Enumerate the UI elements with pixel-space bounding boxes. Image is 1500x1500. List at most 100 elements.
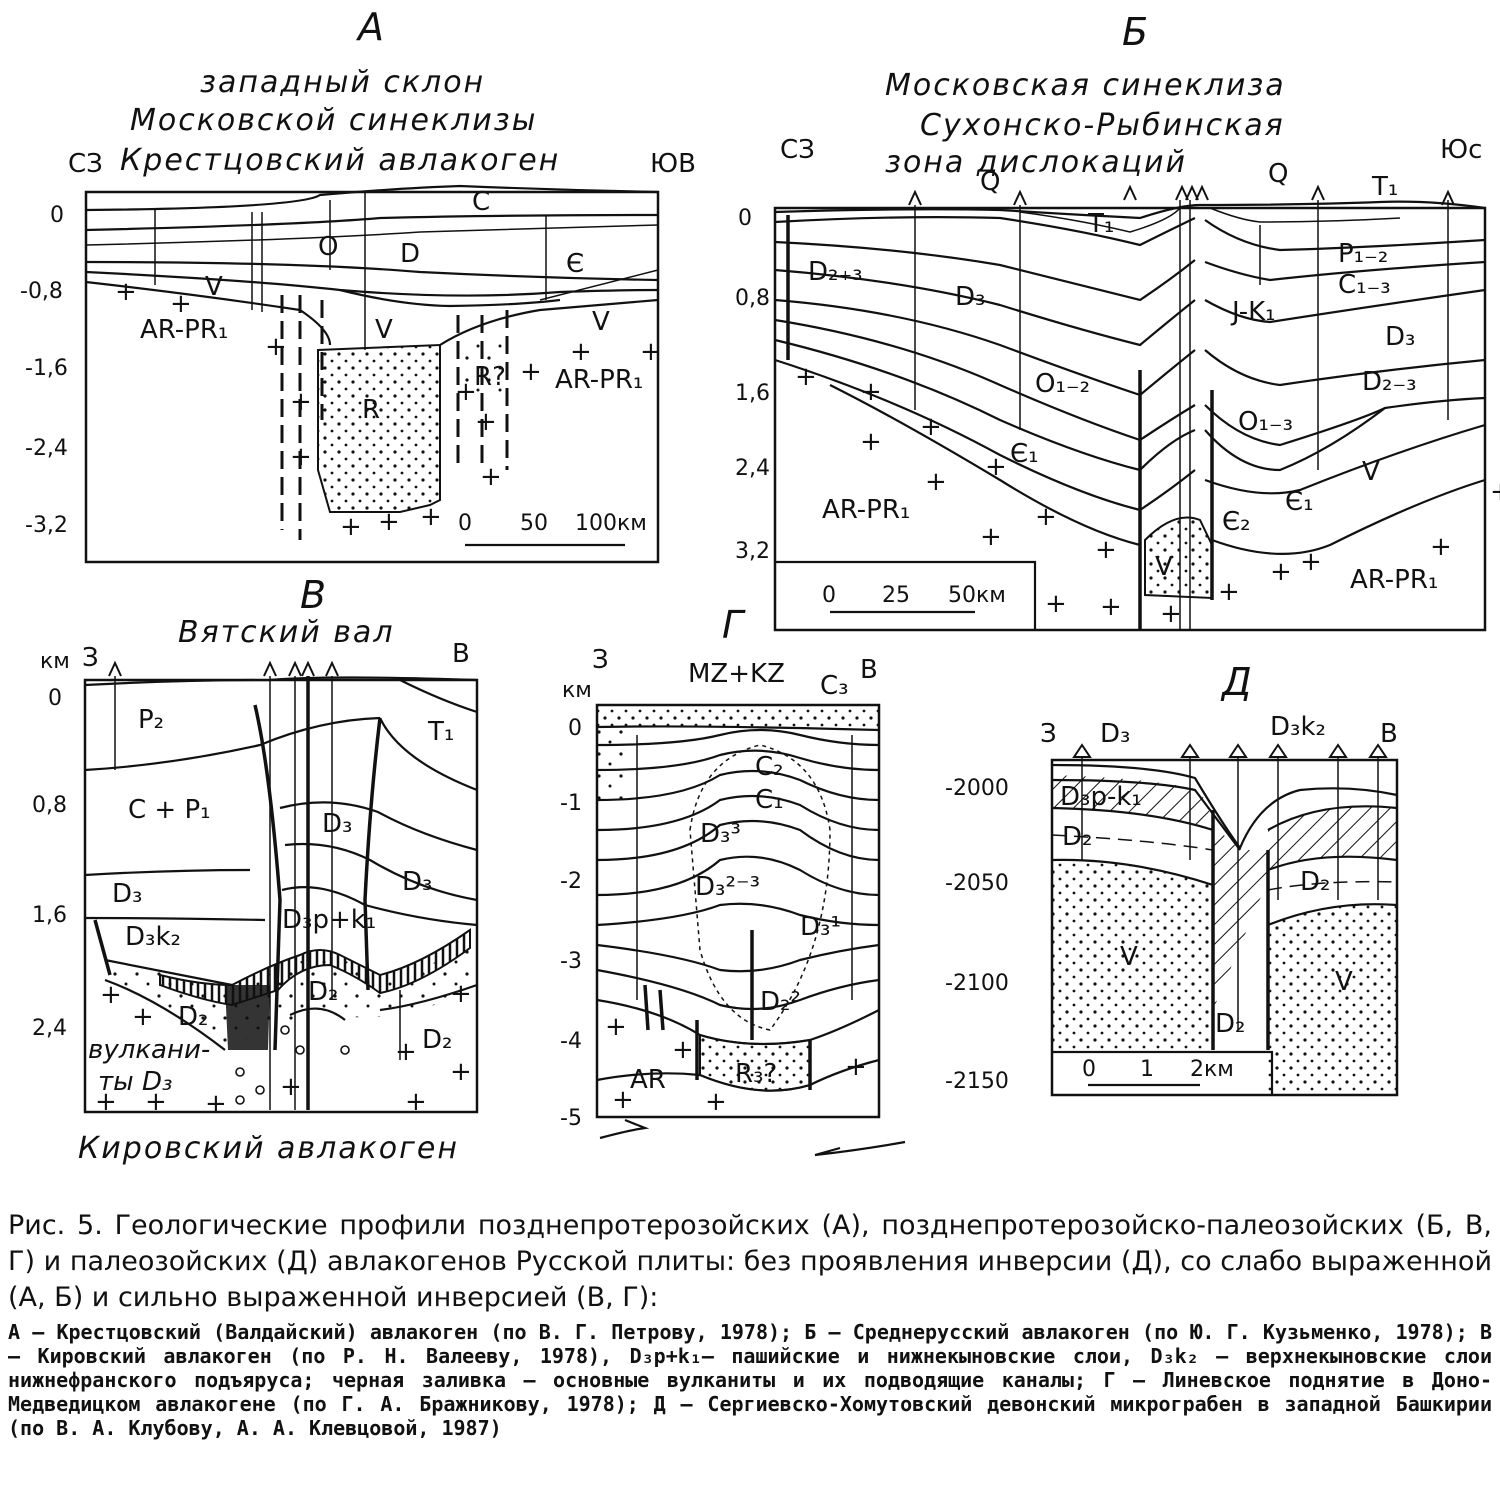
panel-d-label-d3: D₃ — [1100, 719, 1130, 749]
panel-v-label-d3pk1: D₃p+k₁ — [282, 905, 376, 935]
panel-g-mzkz-fill — [597, 705, 879, 727]
panel-g: Г км З В 0 -1 -2 -3 -4 -5 — [560, 603, 906, 1157]
panel-g-label-c2: C₂ — [755, 752, 784, 782]
svg-text:+: + — [405, 1087, 427, 1117]
svg-text:+: + — [1160, 599, 1182, 629]
panel-d-scale-0: 0 — [1082, 1057, 1096, 1082]
panel-b-frame — [773, 206, 1487, 632]
panel-a-scale-50: 50 — [520, 511, 548, 536]
panel-a-title-2: Московской синеклизы — [130, 103, 537, 138]
panel-a-label-r: R — [362, 395, 380, 425]
panel-g-depth-axis: 0 -1 -2 -3 -4 -5 — [560, 716, 582, 1131]
panel-a-title-1: западный склон — [200, 65, 485, 100]
panel-b-title-2: Сухонско-Рыбинская — [920, 108, 1285, 143]
panel-a-tick-3: -2,4 — [25, 436, 68, 461]
panel-b-label-v-right: V — [1362, 457, 1380, 487]
panel-v-label-d2-center: D₂ — [308, 977, 338, 1007]
panel-b-line-5r — [1204, 396, 1486, 447]
svg-text:+: + — [280, 1072, 302, 1102]
panel-a-o-base — [85, 260, 659, 282]
panel-v-d3k2-base — [104, 958, 233, 987]
panel-b-t1-base — [1019, 207, 1181, 233]
panel-a-letter: А — [355, 5, 384, 49]
panel-b-tick-1: 0,8 — [735, 286, 770, 311]
panel-b-label-p12: P₁₋₂ — [1338, 239, 1388, 269]
svg-text:+: + — [420, 502, 442, 532]
panel-v-tick-1: 0,8 — [32, 793, 67, 818]
panel-v-d3-base — [84, 916, 266, 922]
panel-d-tick-0: -2000 — [945, 776, 1009, 801]
svg-text:+: + — [612, 1085, 634, 1115]
panel-a-label-cambrian: Є — [566, 249, 584, 279]
panel-a-faults — [154, 192, 547, 540]
panel-g-label-mzkz: MZ+KZ — [688, 659, 785, 689]
panel-a-c-base — [85, 213, 659, 232]
panel-v-p2-base-r — [379, 717, 478, 792]
panel-d-v-left-dotted — [1052, 860, 1213, 1050]
panel-a-label-arpr-left: AR-PR₁ — [140, 315, 228, 345]
panel-d-right-direction: В — [1380, 719, 1398, 749]
panel-a-label-v-mid: V — [375, 315, 393, 345]
panel-b-line-1 — [774, 216, 1196, 247]
panel-v-label-d2-right: D₂ — [422, 1025, 452, 1055]
panel-d-hatch-graben — [1213, 825, 1268, 1010]
panel-b-line-3r — [1204, 288, 1486, 324]
svg-text:+: + — [860, 377, 882, 407]
panel-a-r-body — [317, 343, 441, 513]
panel-d: Д З В -2000 -2050 -2100 -2150 — [945, 660, 1399, 1097]
panel-v-d3-mid — [284, 842, 478, 902]
svg-text:+: + — [480, 462, 502, 492]
panel-d-hatch-right — [1268, 806, 1397, 870]
panel-a-label-c: C — [472, 187, 490, 217]
panel-b-basement-r — [1211, 478, 1486, 555]
panel-b-label-e1-left: Є₁ — [1010, 439, 1039, 469]
panel-g-unit: км — [562, 678, 592, 703]
panel-a-basement-crosses: + ++ +++ + ++ +++ + + — [115, 277, 662, 542]
panel-v-unit: км — [40, 649, 70, 674]
svg-text:+: + — [145, 1087, 167, 1117]
svg-text:+: + — [1045, 589, 1067, 619]
svg-text:+: + — [455, 377, 477, 407]
panel-d-tick-1: -2050 — [945, 871, 1009, 896]
panel-b-tick-2: 1,6 — [735, 381, 770, 406]
panel-g-tick-3: -3 — [560, 949, 582, 974]
svg-text:+: + — [705, 1087, 727, 1117]
panel-b-tick-0: 0 — [738, 206, 752, 231]
panel-v-cp1-base — [84, 868, 251, 877]
panel-v-tick-3: 2,4 — [32, 1016, 67, 1041]
svg-text:+: + — [1100, 592, 1122, 622]
panel-b-line-5 — [774, 318, 1196, 442]
svg-text:+: + — [980, 522, 1002, 552]
svg-text:+: + — [450, 1057, 472, 1087]
figure-canvas: А западный склон Московской синеклизы Кр… — [20, 5, 1500, 1166]
caption-main: Рис. 5. Геологические профили позднепрот… — [8, 1210, 1492, 1313]
panel-g-label-d31: D₃¹ — [800, 912, 841, 942]
panel-d-v-right-dotted — [1268, 904, 1397, 1095]
panel-b-label-v-body: V — [1155, 552, 1173, 582]
panel-a-scale-bar: 0 50 100км — [458, 511, 647, 547]
panel-v-letter: В — [300, 573, 326, 617]
svg-text:+: + — [925, 467, 947, 497]
panel-b-line-7 — [774, 358, 1196, 512]
panel-d-label-v-left: V — [1120, 942, 1138, 972]
panel-v-right-direction: В — [452, 639, 470, 669]
panel-v-label-cp1: C + P₁ — [128, 795, 211, 825]
panel-g-label-r3: R₃? — [735, 1059, 777, 1089]
panel-b-label-o12: O₁₋₂ — [1035, 369, 1090, 399]
panel-v-depth-axis: 0 0,8 1,6 2,4 — [32, 686, 67, 1041]
panel-g-tick-5: -5 — [560, 1106, 582, 1131]
panel-d-letter: Д — [1220, 660, 1252, 704]
svg-text:+: + — [795, 362, 817, 392]
panel-v-label-volcanics-2: ты D₃ — [98, 1067, 172, 1097]
svg-text:+: + — [100, 980, 122, 1010]
panel-g-left-direction: З — [592, 645, 609, 675]
panel-g-strata — [596, 725, 906, 1157]
svg-text:+: + — [570, 337, 592, 367]
svg-text:+: + — [1490, 477, 1500, 507]
panel-b-label-e2: Є₂ — [1222, 507, 1251, 537]
panel-b-line-4 — [774, 298, 1196, 397]
panel-b-line-2 — [774, 240, 1196, 302]
svg-text:+: + — [265, 332, 287, 362]
panel-v-d3-top — [279, 801, 478, 852]
svg-text:+: + — [1270, 557, 1292, 587]
